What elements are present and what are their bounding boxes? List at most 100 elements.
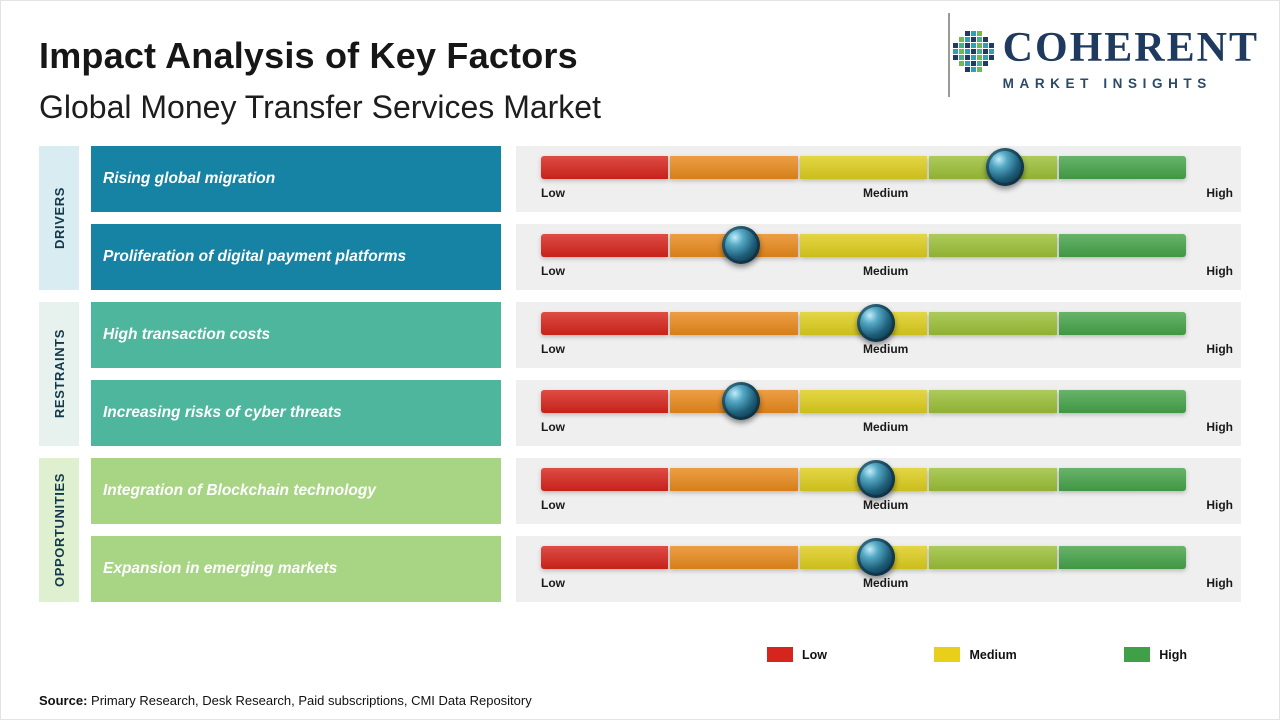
legend-item-high: High [1124, 647, 1187, 662]
scale-labels: Low Medium High [541, 420, 1233, 434]
bar-segment-4 [1058, 468, 1187, 491]
scale-label-low: Low [541, 420, 565, 434]
factor-label-box: Proliferation of digital payment platfor… [91, 224, 501, 290]
source-text: Primary Research, Desk Research, Paid su… [87, 693, 532, 708]
factor-label: Proliferation of digital payment platfor… [103, 248, 407, 265]
legend-label: Low [802, 647, 827, 662]
group-label-text: OPPORTUNITIES [51, 473, 67, 587]
scale-label-high: High [1206, 498, 1233, 512]
bar-segment-4 [1058, 546, 1187, 569]
scale-labels: Low Medium High [541, 264, 1233, 278]
bar-segment-1 [670, 546, 798, 569]
group-label-text: RESTRAINTS [51, 329, 67, 419]
scale-label-medium: Medium [862, 186, 909, 200]
group-label-opportunities: OPPORTUNITIES [39, 458, 79, 602]
legend-label: High [1159, 647, 1187, 662]
impact-scale-panel: Low Medium High [516, 536, 1241, 602]
bar-segment-3 [929, 234, 1057, 257]
bar-segment-4 [1058, 390, 1187, 413]
legend-item-medium: Medium [934, 647, 1017, 662]
group-label-restraints: RESTRAINTS [39, 302, 79, 446]
logo-mosaic-globe-icon [951, 29, 997, 80]
bar-segment-0 [541, 390, 669, 413]
group-label-drivers: DRIVERS [39, 146, 79, 290]
factor-label: Integration of Blockchain technology [103, 482, 376, 499]
bar-segment-0 [541, 234, 669, 257]
bar-segment-4 [1058, 234, 1187, 257]
brand-name: COHERENT [1002, 25, 1259, 71]
impact-scale-bar [541, 312, 1187, 335]
bar-segment-3 [929, 312, 1057, 335]
bar-segment-1 [670, 156, 798, 179]
bar-segment-3 [929, 546, 1057, 569]
page-title: Impact Analysis of Key Factors [39, 35, 578, 76]
factor-label-box: Increasing risks of cyber threats [91, 380, 501, 446]
impact-slider-knob[interactable] [857, 460, 896, 498]
brand-tagline: MARKET INSIGHTS [1002, 76, 1212, 91]
impact-slider-knob[interactable] [721, 382, 760, 420]
bar-segment-0 [541, 546, 669, 569]
header-divider [948, 13, 950, 97]
factor-label: Expansion in emerging markets [103, 560, 338, 577]
bar-segment-0 [541, 312, 669, 335]
scale-label-low: Low [541, 186, 565, 200]
brand-text-block: COHERENT MARKET INSIGHTS [1003, 27, 1259, 91]
legend: Low Medium High [767, 647, 1187, 662]
bar-segment-3 [929, 390, 1057, 413]
source-label: Source: [39, 693, 88, 708]
brand-logo: COHERENT MARKET INSIGHTS [951, 27, 1259, 91]
impact-scale-panel: Low Medium High [516, 146, 1241, 212]
scale-labels: Low Medium High [541, 186, 1233, 200]
factor-label: Increasing risks of cyber threats [103, 404, 342, 421]
legend-swatch [767, 647, 793, 662]
impact-slider-knob[interactable] [986, 148, 1025, 186]
bar-segment-2 [799, 234, 928, 257]
scale-label-high: High [1206, 186, 1233, 200]
legend-swatch [1124, 647, 1151, 662]
legend-label: Medium [969, 647, 1017, 662]
bar-segment-3 [929, 468, 1057, 491]
factor-label-box: Rising global migration [91, 146, 501, 212]
impact-scale-bar [541, 156, 1187, 179]
impact-slider-knob[interactable] [857, 538, 896, 576]
scale-label-medium: Medium [862, 420, 909, 434]
impact-slider-knob[interactable] [721, 226, 760, 264]
legend-swatch [934, 647, 961, 662]
factor-label: Rising global migration [103, 170, 276, 187]
impact-scale-bar [541, 390, 1187, 413]
scale-label-high: High [1206, 576, 1233, 590]
impact-scale-panel: Low Medium High [516, 458, 1241, 524]
factor-label-box: High transaction costs [91, 302, 501, 368]
bar-segment-2 [799, 390, 928, 413]
impact-scale-panel: Low Medium High [516, 380, 1241, 446]
bar-segment-4 [1058, 156, 1187, 179]
scale-label-medium: Medium [862, 576, 909, 590]
impact-scale-panel: Low Medium High [516, 224, 1241, 290]
factor-label-box: Integration of Blockchain technology [91, 458, 501, 524]
scale-label-low: Low [541, 264, 565, 278]
scale-label-high: High [1206, 420, 1233, 434]
page-subtitle: Global Money Transfer Services Market [39, 89, 601, 125]
scale-labels: Low Medium High [541, 576, 1233, 590]
bar-segment-0 [541, 468, 669, 491]
bar-segment-2 [799, 156, 928, 179]
bar-segment-4 [1058, 312, 1187, 335]
scale-label-medium: Medium [862, 342, 909, 356]
scale-labels: Low Medium High [541, 498, 1233, 512]
legend-item-low: Low [767, 647, 827, 662]
scale-label-high: High [1206, 342, 1233, 356]
bar-segment-1 [670, 312, 798, 335]
group-label-text: DRIVERS [51, 187, 67, 249]
factor-label: High transaction costs [103, 326, 271, 343]
scale-label-high: High [1206, 264, 1233, 278]
impact-slider-knob[interactable] [857, 304, 896, 342]
impact-scale-bar [541, 234, 1187, 257]
scale-label-low: Low [541, 342, 565, 356]
bar-segment-0 [541, 156, 669, 179]
scale-labels: Low Medium High [541, 342, 1233, 356]
impact-scale-panel: Low Medium High [516, 302, 1241, 368]
scale-label-medium: Medium [862, 498, 909, 512]
scale-label-low: Low [541, 498, 565, 512]
scale-label-low: Low [541, 576, 565, 590]
